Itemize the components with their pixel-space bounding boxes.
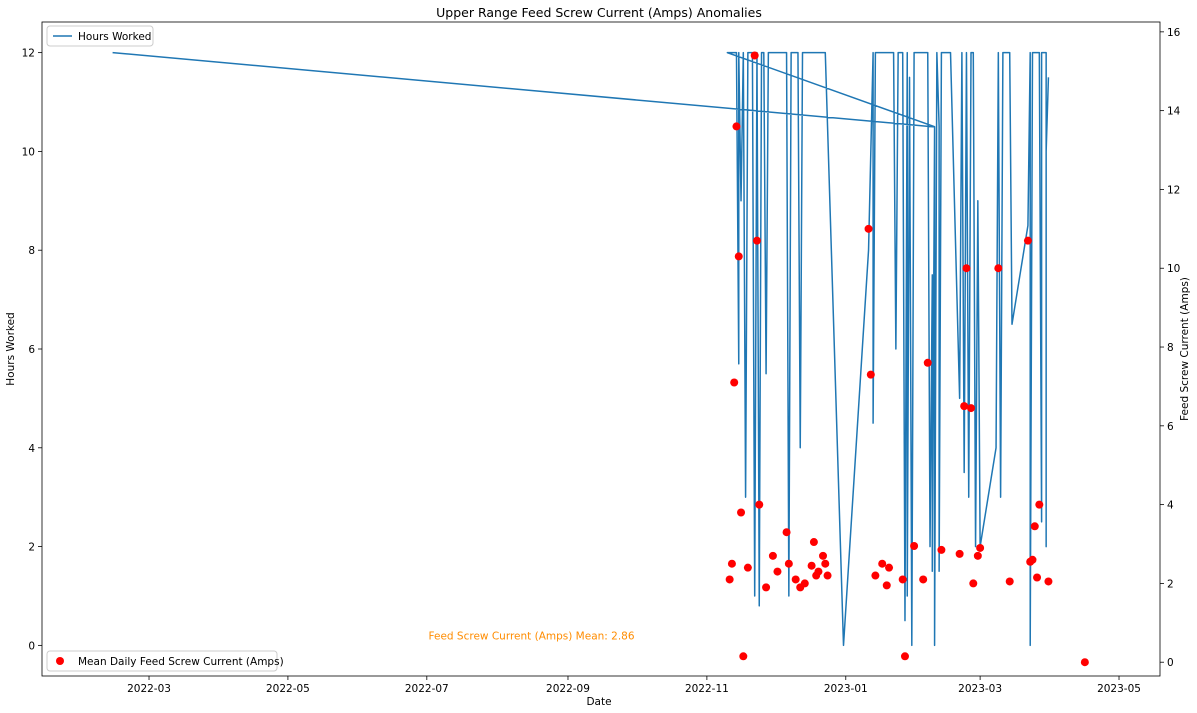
feed-screw-current-points <box>725 51 1089 667</box>
current-point-24 <box>821 559 830 568</box>
current-point-41 <box>967 404 976 413</box>
current-point-16 <box>791 575 800 584</box>
current-point-22 <box>814 567 823 576</box>
current-point-7 <box>743 563 752 572</box>
y2-tick-label-3: 6 <box>1167 421 1174 433</box>
current-point-9 <box>752 236 761 245</box>
y2-tick-label-7: 14 <box>1167 106 1181 118</box>
current-point-37 <box>937 545 946 554</box>
hours-worked-line <box>112 51 1050 647</box>
x-tick-label-2: 2022-07 <box>405 683 449 695</box>
current-point-53 <box>1044 577 1053 586</box>
current-point-46 <box>1005 577 1014 586</box>
current-point-43 <box>973 551 982 560</box>
current-point-52 <box>1035 500 1044 509</box>
current-point-2 <box>730 378 739 387</box>
x-tick-label-7: 2023-05 <box>1097 683 1141 695</box>
current-point-28 <box>871 571 880 580</box>
current-point-14 <box>782 528 791 537</box>
current-point-36 <box>923 358 932 367</box>
current-point-33 <box>900 652 909 661</box>
y-tick-label-5: 10 <box>22 146 35 158</box>
current-point-30 <box>882 581 891 590</box>
y-tick-label-1: 2 <box>28 542 35 554</box>
x-tick-label-1: 2022-05 <box>266 683 310 695</box>
current-point-4 <box>734 252 743 261</box>
y-axis-ticks: 0 2 4 6 8 10 12 <box>22 48 42 652</box>
current-point-32 <box>898 575 907 584</box>
current-point-10 <box>755 500 764 509</box>
x-axis-ticks: 2022-03 2022-05 2022-07 2022-09 2022-11 2023-… <box>127 676 1141 695</box>
y-tick-label-3: 6 <box>28 344 35 356</box>
current-point-39 <box>960 402 969 411</box>
current-point-38 <box>955 549 964 558</box>
y2-axis-ticks: 0 2 4 6 8 10 12 14 16 <box>1160 27 1181 669</box>
y-axis-label: Hours Worked <box>5 312 17 385</box>
legend-point-label: Mean Daily Feed Screw Current (Amps) <box>78 656 284 668</box>
x-tick-label-5: 2023-01 <box>824 683 868 695</box>
y2-tick-label-0: 0 <box>1167 657 1174 669</box>
current-point-45 <box>994 264 1003 273</box>
current-point-3 <box>732 122 741 131</box>
current-point-35 <box>919 575 928 584</box>
y-tick-label-0: 0 <box>28 640 35 652</box>
current-point-31 <box>885 563 894 572</box>
x-tick-label-6: 2023-03 <box>958 683 1002 695</box>
current-point-19 <box>807 561 816 570</box>
y2-tick-label-4: 8 <box>1167 342 1174 354</box>
current-point-51 <box>1033 573 1042 582</box>
current-point-49 <box>1028 555 1037 564</box>
current-point-18 <box>800 579 809 588</box>
current-point-50 <box>1030 522 1039 531</box>
current-point-25 <box>823 571 832 580</box>
current-point-15 <box>784 559 793 568</box>
x-axis-label: Date <box>586 696 611 708</box>
current-point-20 <box>809 538 818 547</box>
current-point-0 <box>725 575 734 584</box>
mean-annotation: Feed Screw Current (Amps) Mean: 2.86 <box>429 631 635 643</box>
plot-frame <box>41 21 1161 677</box>
y2-tick-label-5: 10 <box>1167 263 1180 275</box>
current-point-29 <box>878 559 887 568</box>
current-point-5 <box>737 508 746 517</box>
y-tick-label-6: 12 <box>22 48 35 60</box>
current-point-26 <box>864 224 873 233</box>
chart-title: Upper Range Feed Screw Current (Amps) An… <box>436 5 762 20</box>
current-point-47 <box>1023 236 1032 245</box>
y2-tick-label-1: 2 <box>1167 578 1174 590</box>
x-tick-label-3: 2022-09 <box>546 683 590 695</box>
current-point-13 <box>773 567 782 576</box>
current-point-54 <box>1080 658 1089 667</box>
y2-axis-label: Feed Screw Current (Amps) <box>1179 277 1191 421</box>
legend-bottom: Mean Daily Feed Screw Current (Amps) <box>46 650 284 672</box>
legend-line-label: Hours Worked <box>78 31 151 43</box>
x-tick-label-0: 2022-03 <box>127 683 171 695</box>
y2-tick-label-8: 16 <box>1167 27 1181 39</box>
current-point-40 <box>962 264 971 273</box>
current-point-27 <box>866 370 875 379</box>
current-point-1 <box>727 559 736 568</box>
y-tick-label-4: 8 <box>28 245 35 257</box>
current-point-44 <box>976 543 985 552</box>
current-point-8 <box>750 51 759 60</box>
y2-tick-label-2: 4 <box>1167 500 1174 512</box>
current-point-11 <box>762 583 771 592</box>
current-point-23 <box>819 551 828 560</box>
current-point-34 <box>910 541 919 550</box>
y2-tick-label-6: 12 <box>1167 184 1180 196</box>
y-tick-label-2: 4 <box>28 443 35 455</box>
legend-top: Hours Worked <box>46 25 154 47</box>
x-tick-label-4: 2022-11 <box>685 683 729 695</box>
legend-point-swatch <box>56 657 64 665</box>
current-point-12 <box>768 551 777 560</box>
current-point-42 <box>969 579 978 588</box>
current-point-6 <box>739 652 748 661</box>
